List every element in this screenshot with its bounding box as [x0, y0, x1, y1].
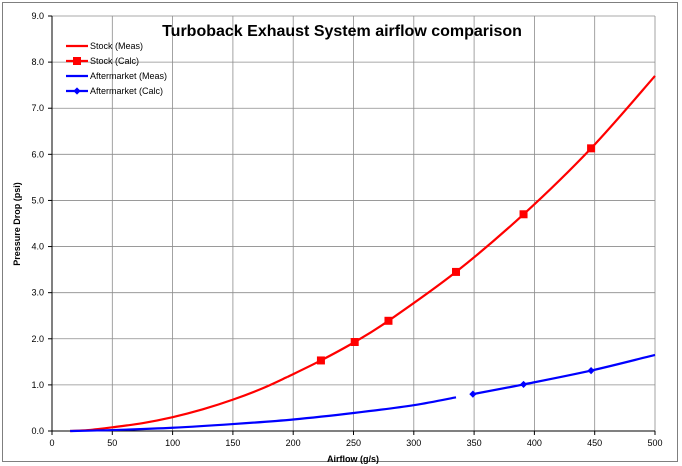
- legend-marker-aftermarket-calc: [73, 87, 81, 95]
- y-tick-label: 9.0: [31, 11, 44, 21]
- y-tick-label: 2.0: [31, 334, 44, 344]
- x-tick-label: 500: [647, 438, 662, 448]
- x-tick-label: 50: [107, 438, 117, 448]
- x-tick-label: 0: [49, 438, 54, 448]
- x-tick-label: 200: [286, 438, 301, 448]
- data-point-aftermarket-calc: [519, 380, 528, 389]
- y-tick-label: 6.0: [31, 149, 44, 159]
- x-tick-label: 250: [346, 438, 361, 448]
- grid: [48, 15, 656, 435]
- x-axis-title: Airflow (g/s): [327, 454, 379, 464]
- x-tick-label: 300: [406, 438, 421, 448]
- x-tick-label: 350: [467, 438, 482, 448]
- data-point-stock-calc: [452, 267, 461, 276]
- data-point-stock-calc: [350, 338, 359, 347]
- x-tick-label: 150: [225, 438, 240, 448]
- y-tick-label: 8.0: [31, 57, 44, 67]
- y-tick-label: 5.0: [31, 195, 44, 205]
- x-tick-label: 100: [165, 438, 180, 448]
- data-point-stock-calc: [519, 210, 528, 219]
- x-tick-label: 450: [587, 438, 602, 448]
- legend-label-stock-calc: Stock (Calc): [90, 56, 139, 66]
- data-point-stock-calc: [384, 316, 393, 325]
- legend-label-aftermarket-calc: Aftermarket (Calc): [90, 86, 163, 96]
- y-axis-title: Pressure Drop (psi): [12, 182, 22, 266]
- legend-marker-stock-calc: [73, 57, 81, 65]
- y-tick-label: 3.0: [31, 288, 44, 298]
- chart-title: Turboback Exhaust System airflow compari…: [162, 23, 522, 40]
- y-tick-label: 4.0: [31, 242, 44, 252]
- series-line-aftermarket-calc: [472, 353, 656, 396]
- legend-label-stock-meas: Stock (Meas): [90, 41, 143, 51]
- series-line-aftermarket-meas: [70, 396, 457, 433]
- data-point-aftermarket-calc: [587, 366, 595, 375]
- tick-labels: 0 50 100 150 200 250 300 350 400 450 500 0.0 1.0 2.0 3…: [31, 11, 662, 448]
- legend-label-aftermarket-meas: Aftermarket (Meas): [90, 71, 167, 81]
- data-point-stock-calc: [587, 144, 596, 153]
- data-point-stock-calc: [316, 356, 325, 365]
- legend: Stock (Meas) Stock (Calc) Aftermarket (Mea…: [66, 41, 167, 96]
- y-tick-label: 1.0: [31, 380, 44, 390]
- y-tick-label: 0.0: [31, 426, 44, 436]
- data-point-aftermarket-calc: [469, 390, 477, 398]
- markers: [316, 144, 596, 398]
- y-tick-label: 7.0: [31, 103, 44, 113]
- x-tick-label: 400: [527, 438, 542, 448]
